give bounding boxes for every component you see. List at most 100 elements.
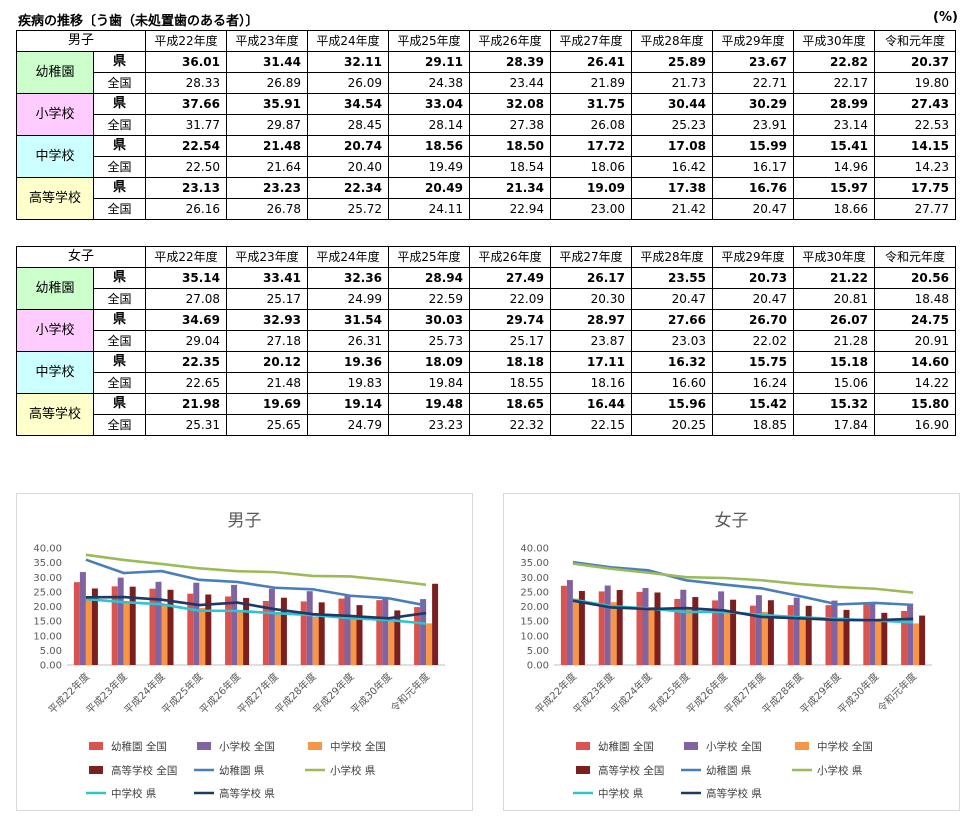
bar [755,595,762,665]
value-cell: 30.29 [712,93,794,115]
year-header: 平成22年度 [145,246,227,268]
x-tick-label: 平成30年度 [348,670,394,716]
bar [149,588,156,665]
legend-swatch [197,742,211,750]
table-row: 全国 29.04 27.18 26.31 25.73 25.17 23.87 23.03 22.… [17,330,956,352]
year-header: 平成29年度 [712,246,794,268]
y-tick-label: 35.00 [520,558,549,569]
legend-label: 中学校 県 [111,787,157,800]
table-row: 中学校県 22.35 20.12 19.36 18.09 18.18 17.11 16.32 1… [16,351,956,394]
year-header: 平成26年度 [469,30,551,52]
category-label: 高等学校 [16,177,94,220]
bar [674,598,681,665]
bar [91,588,98,665]
unit-label: (%) [933,10,958,25]
year-header: 平成23年度 [226,246,308,268]
y-tick-label: 20.00 [33,602,62,613]
bar [749,605,756,665]
table-row: 全国 26.16 26.78 25.72 24.11 22.94 23.00 21.42 20.… [17,198,956,220]
group-header: 女子 [16,246,146,268]
year-header: 平成24年度 [307,246,389,268]
year-header: 平成28年度 [631,30,713,52]
bar [712,600,719,665]
bar [262,600,269,665]
bar [414,607,421,665]
legend-swatch [576,742,590,750]
value-cell: 20.37 [874,51,956,73]
category-label: 小学校 [16,93,94,136]
series-line [572,562,914,594]
table-row: 全国 31.77 29.87 28.45 28.14 27.38 26.08 25.23 23.… [17,114,956,136]
value-cell: 19.80 [874,72,956,94]
bar [560,585,567,665]
year-header: 平成24年度 [307,30,389,52]
value-cell: 22.35 [145,351,227,373]
year-header: 令和元年度 [874,30,956,52]
bar [388,621,395,665]
bar [881,612,888,665]
value-cell: 23.14 [793,114,875,136]
value-cell: 21.28 [793,330,875,352]
y-tick-label: 15.00 [520,617,549,628]
value-cell: 28.14 [388,114,470,136]
value-cell: 22.71 [712,72,794,94]
bar [648,606,655,665]
value-cell: 20.30 [550,288,632,310]
value-cell: 20.81 [793,288,875,310]
table-row: 高等学校県 21.98 19.69 19.14 19.48 18.65 16.44 15.96… [16,393,956,436]
value-cell: 23.91 [712,114,794,136]
bar [187,593,194,665]
bar [761,611,768,665]
value-cell: 23.23 [226,177,308,199]
series-line [85,597,427,625]
table-row: 高等学校県 23.13 23.23 22.34 20.49 21.34 19.09 17.38… [16,177,956,220]
bar [767,600,774,665]
legend-label: 幼稚園 全国 [598,740,654,753]
value-cell: 33.04 [388,93,470,115]
value-cell: 29.04 [145,330,227,352]
legend-swatch [89,742,103,750]
value-cell: 28.45 [307,114,389,136]
legend-swatch [308,742,322,750]
value-cell: 22.54 [145,135,227,157]
table-row: 全国 22.50 21.64 20.40 19.49 18.54 18.06 16.42 16.… [17,156,956,178]
bar [863,604,870,665]
table-row: 全国 22.65 21.48 19.83 19.84 18.55 18.16 16.60 16.… [17,372,956,394]
value-cell: 27.38 [469,114,551,136]
bar [73,582,80,665]
category-label: 高等学校 [16,393,94,436]
bar [167,589,174,665]
bar [566,580,573,665]
year-header: 平成27年度 [550,246,632,268]
value-cell: 36.01 [145,51,227,73]
row-label: 県 [93,309,146,331]
y-tick-label: 10.00 [520,631,549,642]
value-cell: 16.42 [631,156,713,178]
value-cell: 19.36 [307,351,389,373]
value-cell: 20.74 [307,135,389,157]
girls-table: 女子 平成22年度 平成23年度 平成24年度 平成25年度 平成26年度 平成27年度 平成… [16,246,956,436]
value-cell: 25.89 [631,51,713,73]
value-cell: 19.49 [388,156,470,178]
y-tick-label: 0.00 [40,661,62,672]
value-cell: 17.08 [631,135,713,157]
bar [598,591,605,665]
row-label: 全国 [93,72,146,94]
value-cell: 27.77 [874,198,956,220]
value-cell: 15.99 [712,135,794,157]
value-cell: 34.69 [145,309,227,331]
bar [300,601,307,665]
value-cell: 14.22 [874,372,956,394]
value-cell: 27.66 [631,309,713,331]
bar [869,602,876,665]
year-header: 平成30年度 [793,30,875,52]
value-cell: 17.72 [550,135,632,157]
value-cell: 22.09 [469,288,551,310]
value-cell: 16.76 [712,177,794,199]
value-cell: 23.67 [712,51,794,73]
bar [919,615,926,665]
value-cell: 28.94 [388,267,470,289]
value-cell: 32.36 [307,267,389,289]
series-line [85,558,427,607]
bar [274,612,281,665]
